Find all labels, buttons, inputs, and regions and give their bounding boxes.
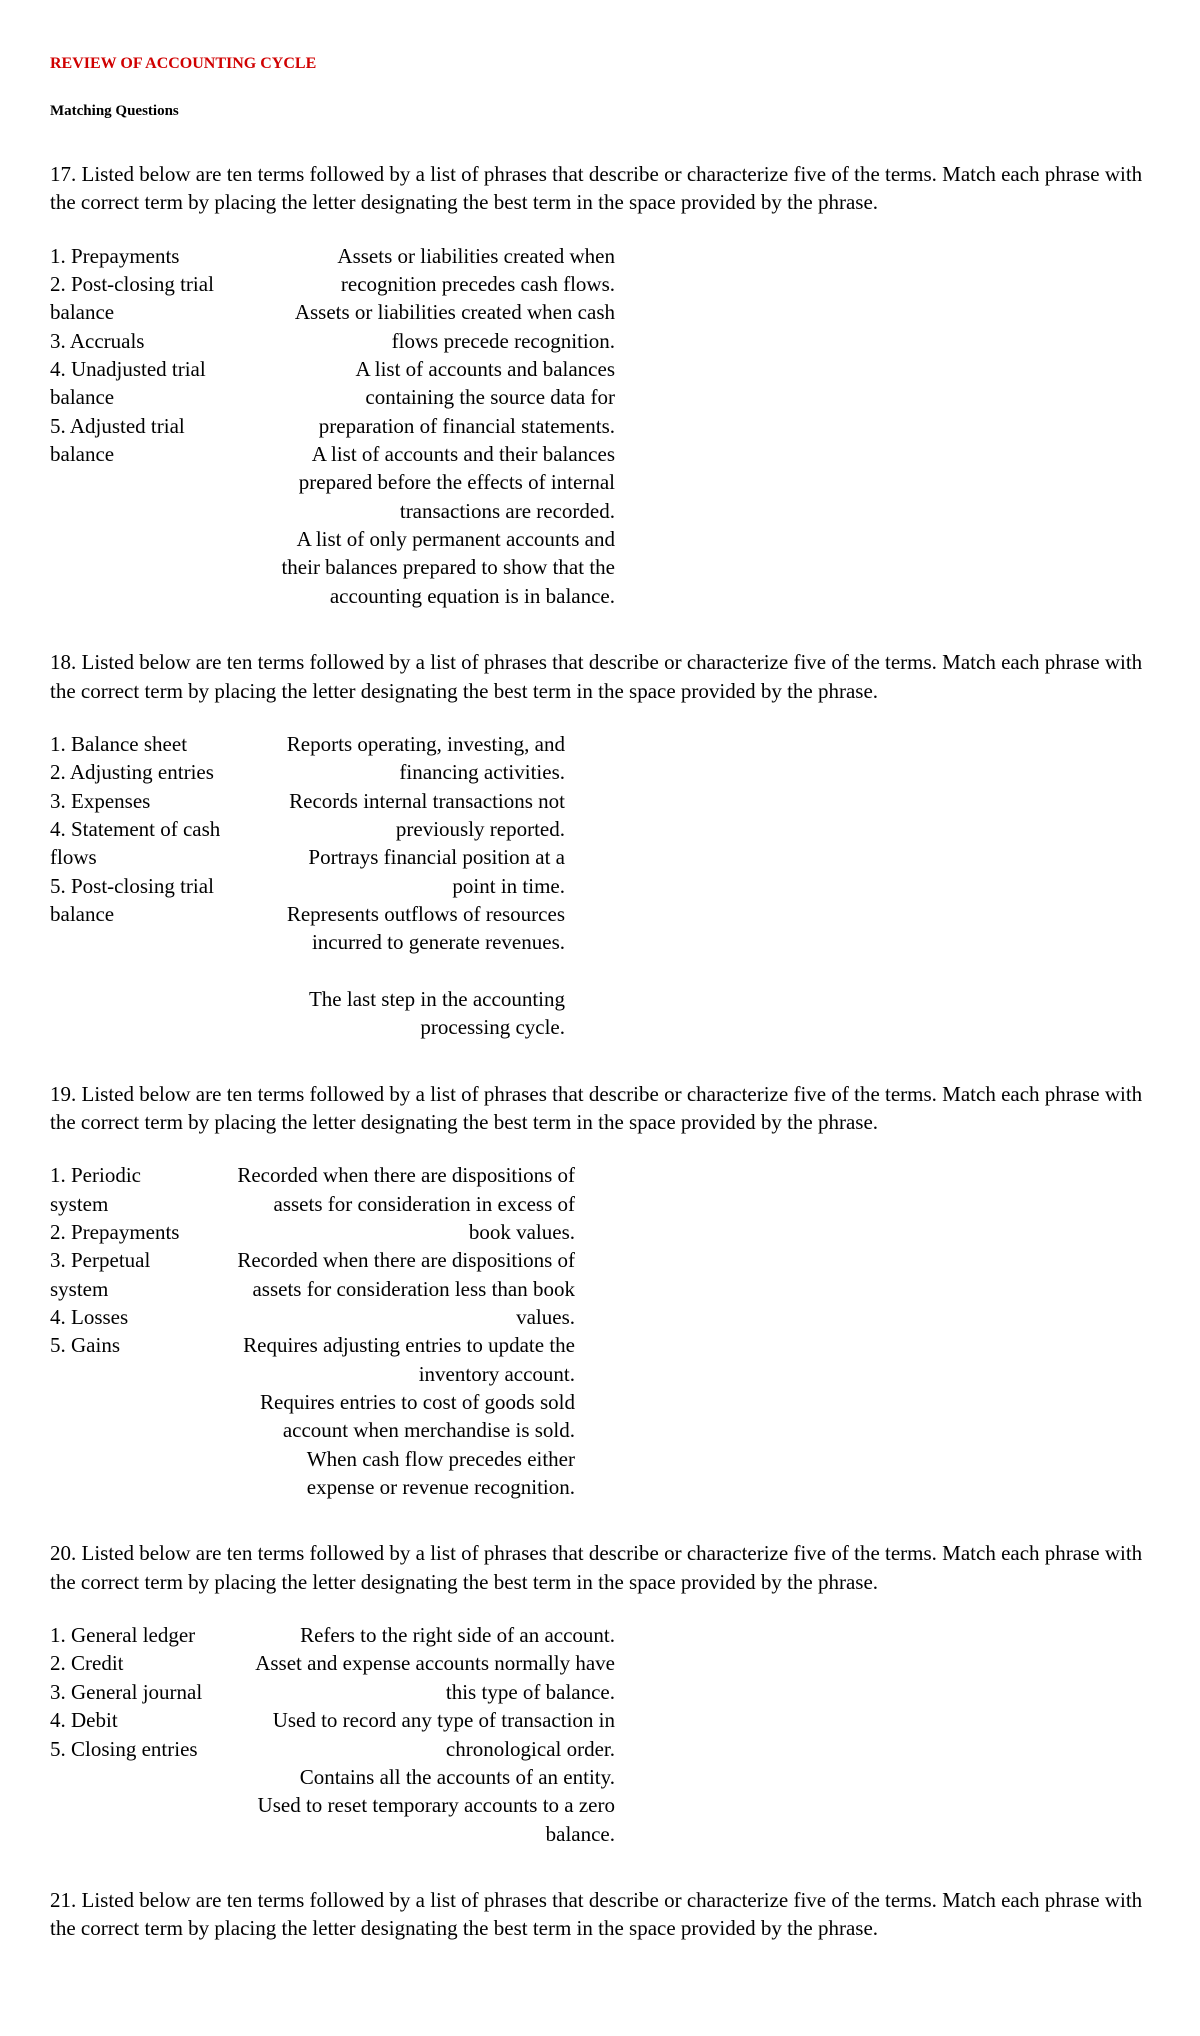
term-item: 3. Expenses — [50, 787, 240, 815]
phrase-item: Requires entries to cost of goods sold a… — [235, 1388, 575, 1445]
term-item: 5. Adjusted trial balance — [50, 412, 240, 469]
phrase-item: Assets or liabilities created when recog… — [275, 242, 615, 299]
question-20-text: 20. Listed below are ten terms followed … — [50, 1539, 1150, 1596]
question-19-phrases: Recorded when there are dispositions of … — [235, 1161, 575, 1501]
question-20: 20. Listed below are ten terms followed … — [50, 1539, 1150, 1847]
question-18-text: 18. Listed below are ten terms followed … — [50, 648, 1150, 705]
term-item: 2. Prepayments — [50, 1218, 200, 1246]
question-17-text: 17. Listed below are ten terms followed … — [50, 160, 1150, 217]
term-item: 5. Post-closing trial balance — [50, 872, 240, 929]
question-17-phrases: Assets or liabilities created when recog… — [275, 242, 615, 610]
phrase-item: When cash flow precedes either expense o… — [235, 1445, 575, 1502]
term-item: 3. General journal — [50, 1678, 220, 1706]
term-item: 5. Closing entries — [50, 1735, 220, 1763]
phrase-item: Portrays financial position at a point i… — [275, 843, 565, 900]
question-21: 21. Listed below are ten terms followed … — [50, 1886, 1150, 1943]
phrase-item: Represents outflows of resources incurre… — [275, 900, 565, 957]
question-20-terms: 1. General ledger 2. Credit 3. General j… — [50, 1621, 220, 1848]
term-item: 1. Balance sheet — [50, 730, 240, 758]
term-item: 3. Accruals — [50, 327, 240, 355]
question-17-terms: 1. Prepayments 2. Post-closing trial bal… — [50, 242, 240, 610]
term-item: 4. Unadjusted trial balance — [50, 355, 240, 412]
phrase-item: Recorded when there are dispositions of … — [235, 1246, 575, 1331]
phrase-item: Records internal transactions not previo… — [275, 787, 565, 844]
question-19-terms: 1. Periodic system 2. Prepayments 3. Per… — [50, 1161, 200, 1501]
phrase-item: The last step in the accounting processi… — [275, 985, 565, 1042]
document-subtitle: Matching Questions — [50, 103, 1150, 120]
phrase-item: A list of only permanent accounts and th… — [275, 525, 615, 610]
phrase-item: Requires adjusting entries to update the… — [235, 1331, 575, 1388]
term-item: 5. Gains — [50, 1331, 200, 1359]
phrase-item: A list of accounts and balances containi… — [275, 355, 615, 440]
phrase-item: Recorded when there are dispositions of … — [235, 1161, 575, 1246]
question-19: 19. Listed below are ten terms followed … — [50, 1080, 1150, 1502]
question-17: 17. Listed below are ten terms followed … — [50, 160, 1150, 610]
document-title: REVIEW OF ACCOUNTING CYCLE — [50, 55, 1150, 73]
phrase-item: Assets or liabilities created when cash … — [275, 298, 615, 355]
term-item: 3. Perpetual system — [50, 1246, 200, 1303]
term-item: 2. Credit — [50, 1649, 220, 1677]
question-20-phrases: Refers to the right side of an account. … — [255, 1621, 615, 1848]
term-item: 2. Adjusting entries — [50, 758, 240, 786]
phrase-item: Used to record any type of transaction i… — [255, 1706, 615, 1763]
term-item: 1. General ledger — [50, 1621, 220, 1649]
phrase-item: Reports operating, investing, and financ… — [275, 730, 565, 787]
phrase-item: Refers to the right side of an account. — [255, 1621, 615, 1649]
term-item: 1. Periodic system — [50, 1161, 200, 1218]
question-19-text: 19. Listed below are ten terms followed … — [50, 1080, 1150, 1137]
term-item: 1. Prepayments — [50, 242, 240, 270]
phrase-item: Asset and expense accounts normally have… — [255, 1649, 615, 1706]
term-item: 2. Post-closing trial balance — [50, 270, 240, 327]
phrase-item: Used to reset temporary accounts to a ze… — [255, 1791, 615, 1848]
term-item: 4. Statement of cash flows — [50, 815, 240, 872]
question-18-phrases: Reports operating, investing, and financ… — [275, 730, 565, 1042]
question-21-text: 21. Listed below are ten terms followed … — [50, 1886, 1150, 1943]
question-18-terms: 1. Balance sheet 2. Adjusting entries 3.… — [50, 730, 240, 1042]
phrase-item: A list of accounts and their balances pr… — [275, 440, 615, 525]
term-item: 4. Debit — [50, 1706, 220, 1734]
question-18: 18. Listed below are ten terms followed … — [50, 648, 1150, 1041]
phrase-item: Contains all the accounts of an entity. — [255, 1763, 615, 1791]
term-item: 4. Losses — [50, 1303, 200, 1331]
